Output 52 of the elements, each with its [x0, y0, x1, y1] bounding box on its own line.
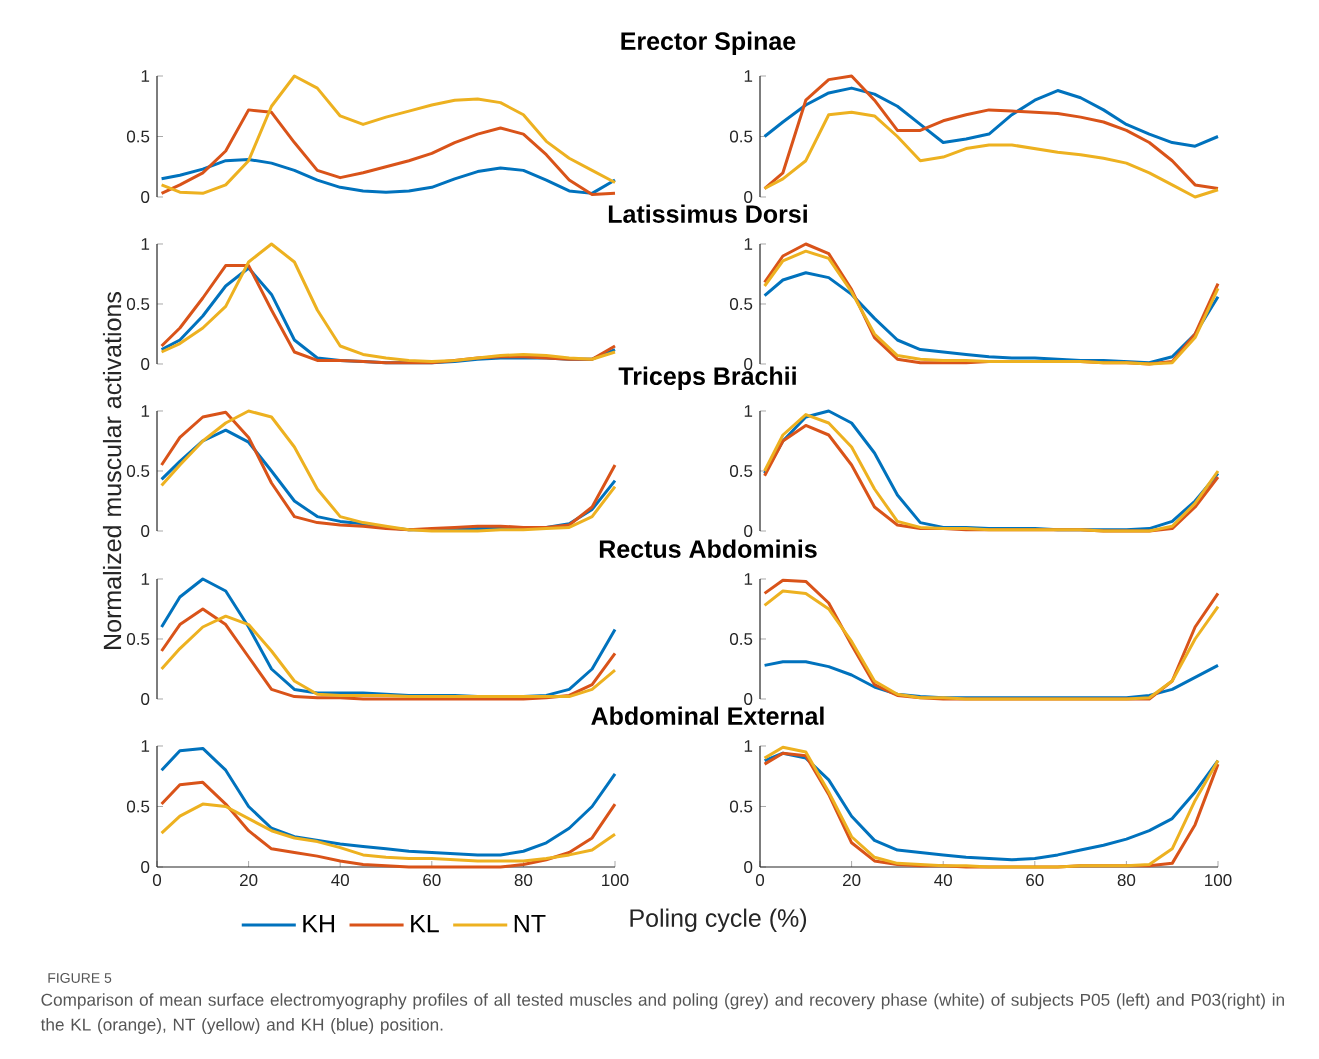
caption: FIGURE 5 — [48, 973, 112, 983]
y-tick-label: 0.5 — [126, 800, 150, 813]
y-axis-title: Normalized muscular activations — [102, 292, 122, 649]
y-tick-label: 0.5 — [729, 632, 753, 646]
y-tick-label: 1 — [141, 70, 150, 82]
y-tick-label: 0.5 — [126, 464, 150, 478]
y-tick-label: 0 — [744, 860, 753, 874]
text: Rectus Abdominis — [599, 539, 817, 558]
x-tick-label: 100 — [602, 874, 629, 887]
x-tick-label: 40 — [331, 874, 349, 887]
y-tick-label: 1 — [744, 405, 753, 417]
y-tick-label: 0 — [744, 524, 753, 538]
y-tick-label: 0.5 — [126, 632, 150, 646]
y-tick-label: 0 — [141, 190, 150, 204]
y-tick-label: 0 — [744, 190, 753, 204]
x-tick-label: 100 — [1205, 874, 1232, 887]
y-tick-label: 1 — [141, 740, 150, 752]
legend-label: KL — [411, 914, 439, 933]
y-tick-label: 0.5 — [126, 130, 150, 143]
y-tick-label: 0.5 — [729, 464, 753, 478]
legend-label: NT — [514, 914, 546, 933]
y-tick-label: 0.5 — [126, 297, 150, 311]
y-tick-label: 1 — [141, 238, 150, 250]
text: Latissimus Dorsi — [608, 204, 807, 223]
y-tick-label: 0.5 — [729, 297, 753, 311]
x-tick-label: 80 — [1117, 874, 1136, 887]
x-tick-label: 0 — [152, 874, 162, 887]
y-tick-label: 0 — [141, 692, 150, 706]
y-tick-label: 0 — [141, 860, 150, 874]
legend-label: KH — [303, 914, 335, 933]
x-tick-label: 40 — [934, 874, 952, 887]
text: Erector Spinae — [621, 31, 796, 55]
y-tick-label: 1 — [744, 573, 753, 585]
x-tick-label: 60 — [1026, 874, 1044, 887]
x-tick-label: 20 — [843, 874, 861, 887]
x-tick-label: 0 — [755, 874, 765, 887]
x-tick-label: 20 — [240, 874, 258, 887]
text: Abdominal External — [591, 706, 824, 725]
y-tick-label: 0.5 — [729, 800, 753, 813]
y-tick-label: 1 — [744, 238, 753, 250]
y-tick-label: 0 — [141, 357, 150, 371]
y-tick-label: 1 — [744, 70, 753, 82]
y-tick-label: 0.5 — [729, 130, 753, 143]
y-tick-label: 1 — [141, 573, 150, 585]
x-tick-label: 80 — [514, 874, 533, 887]
y-tick-label: 0 — [141, 524, 150, 538]
x-axis-title: Poling cycle (%) — [630, 908, 807, 932]
x-tick-label: 60 — [423, 874, 441, 887]
text: Comparison of mean surface electromyography profiles of all tested muscles and poling (grey) and recovery phase (white) of subjects P05 (left) and P03(right) in the KL (orange), NT (yellow) and KH (blue) position. — [40, 993, 1284, 1035]
y-tick-label: 1 — [744, 740, 753, 752]
y-tick-label: 1 — [141, 405, 150, 417]
y-tick-label: 0 — [744, 692, 753, 706]
